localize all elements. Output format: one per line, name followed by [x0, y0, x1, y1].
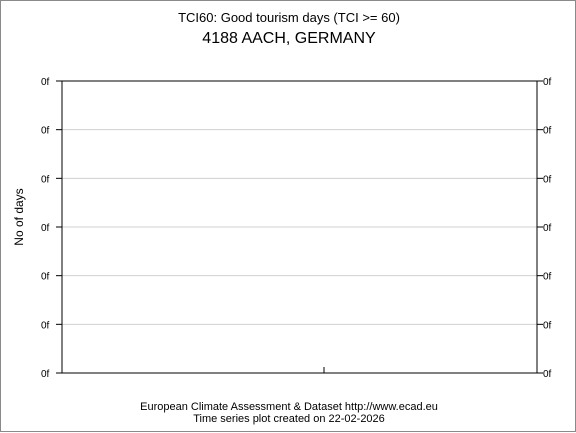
y-tick-label-right: 0f — [543, 272, 552, 283]
footer-created: Time series plot created on 22-02-2026 — [193, 413, 385, 425]
chart-title: TCI60: Good tourism days (TCI >= 60) — [178, 10, 400, 25]
y-tick-label-left: 0f — [41, 320, 50, 331]
y-tick-label-left: 0f — [41, 77, 50, 88]
y-tick-label-left: 0f — [41, 369, 50, 380]
y-tick-label-left: 0f — [41, 272, 50, 283]
y-axis-right: 0f 0f 0f 0f 0f 0f 0f — [537, 77, 552, 380]
y-tick-label-right: 0f — [543, 320, 552, 331]
grid-lines — [62, 129, 537, 325]
y-tick-label-right: 0f — [543, 77, 552, 88]
y-tick-label-right: 0f — [543, 369, 552, 380]
y-tick-label-left: 0f — [41, 126, 50, 137]
y-tick-label-right: 0f — [543, 174, 552, 185]
y-axis-label: No of days — [12, 188, 26, 245]
y-axis-left: 0f 0f 0f 0f 0f 0f 0f — [41, 77, 62, 380]
y-tick-label-left: 0f — [41, 174, 50, 185]
y-tick-label-left: 0f — [41, 223, 50, 234]
y-tick-label-right: 0f — [543, 126, 552, 137]
y-tick-label-right: 0f — [543, 223, 552, 234]
chart-subtitle: 4188 AACH, GERMANY — [202, 30, 376, 47]
footer-source: European Climate Assessment & Dataset ht… — [140, 401, 438, 413]
